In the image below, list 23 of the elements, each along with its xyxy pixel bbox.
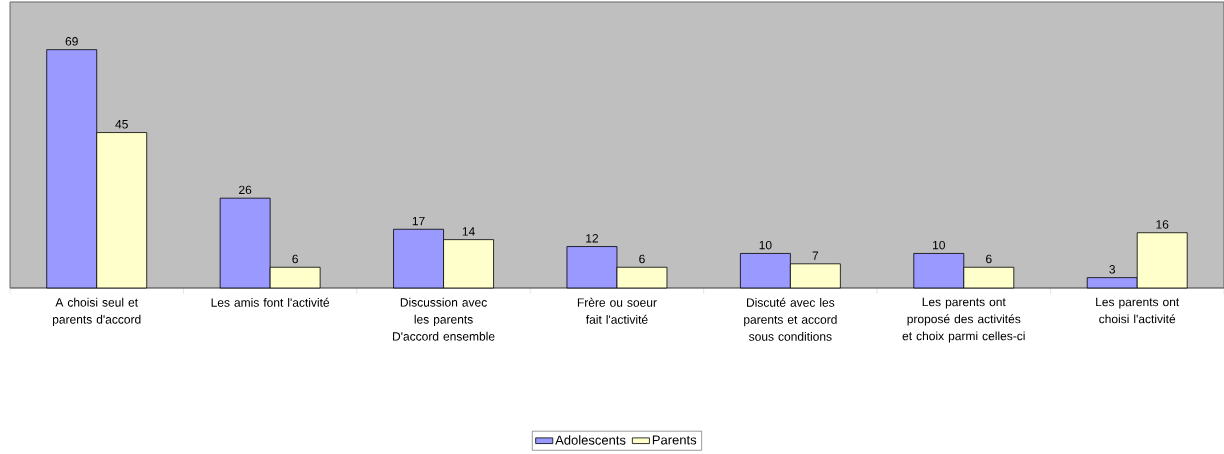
data-label: 17 <box>412 216 425 226</box>
data-label: 6 <box>986 254 992 264</box>
data-label: 69 <box>65 37 78 46</box>
data-label: 7 <box>812 251 819 260</box>
legend-label: Adolescents <box>555 435 626 445</box>
data-label: 10 <box>759 240 772 250</box>
data-label: 10 <box>933 240 945 250</box>
data-label: 16 <box>1156 220 1169 229</box>
x-tick-label: Discuté avec les parents et accord sous conditions <box>744 297 837 341</box>
data-label: 3 <box>1109 265 1116 274</box>
x-tick-label: Les amis font l'activité <box>211 297 330 307</box>
data-label: 6 <box>292 254 298 264</box>
data-label: 45 <box>115 120 128 129</box>
data-label: 12 <box>586 234 599 243</box>
data-label: 6 <box>639 254 645 264</box>
x-tick-label: Les parents ont choisi l'activité <box>1096 297 1180 324</box>
legend-label: Parents <box>652 435 697 445</box>
x-tick-label: Les parents ont proposé des activités et choix parmi celles-ci <box>902 297 1025 343</box>
x-tick-label: A choisi seul et parents d'accord <box>52 297 141 327</box>
data-label: 14 <box>462 227 475 236</box>
x-tick-label: Discussion avec les parents D'accord ensemble <box>393 297 495 341</box>
data-label: 26 <box>239 185 252 195</box>
x-tick-label: Frère ou soeur fait l'activité <box>577 297 657 324</box>
